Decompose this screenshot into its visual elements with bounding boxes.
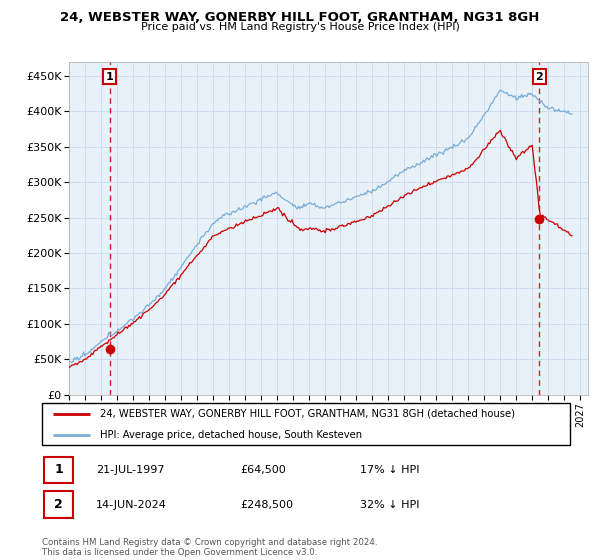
Text: 1: 1: [106, 72, 113, 82]
Text: 2: 2: [535, 72, 543, 82]
Text: HPI: Average price, detached house, South Kesteven: HPI: Average price, detached house, Sout…: [100, 430, 362, 440]
Text: 1: 1: [54, 463, 63, 477]
Text: 17% ↓ HPI: 17% ↓ HPI: [360, 465, 419, 475]
Text: £248,500: £248,500: [240, 500, 293, 510]
Text: 14-JUN-2024: 14-JUN-2024: [96, 500, 167, 510]
Text: 24, WEBSTER WAY, GONERBY HILL FOOT, GRANTHAM, NG31 8GH (detached house): 24, WEBSTER WAY, GONERBY HILL FOOT, GRAN…: [100, 409, 515, 419]
Text: 2: 2: [54, 498, 63, 511]
Text: Contains HM Land Registry data © Crown copyright and database right 2024.
This d: Contains HM Land Registry data © Crown c…: [42, 538, 377, 557]
Text: 24, WEBSTER WAY, GONERBY HILL FOOT, GRANTHAM, NG31 8GH: 24, WEBSTER WAY, GONERBY HILL FOOT, GRAN…: [61, 11, 539, 24]
Text: 21-JUL-1997: 21-JUL-1997: [96, 465, 164, 475]
Text: Price paid vs. HM Land Registry's House Price Index (HPI): Price paid vs. HM Land Registry's House …: [140, 22, 460, 32]
Text: 32% ↓ HPI: 32% ↓ HPI: [360, 500, 419, 510]
Text: £64,500: £64,500: [240, 465, 286, 475]
